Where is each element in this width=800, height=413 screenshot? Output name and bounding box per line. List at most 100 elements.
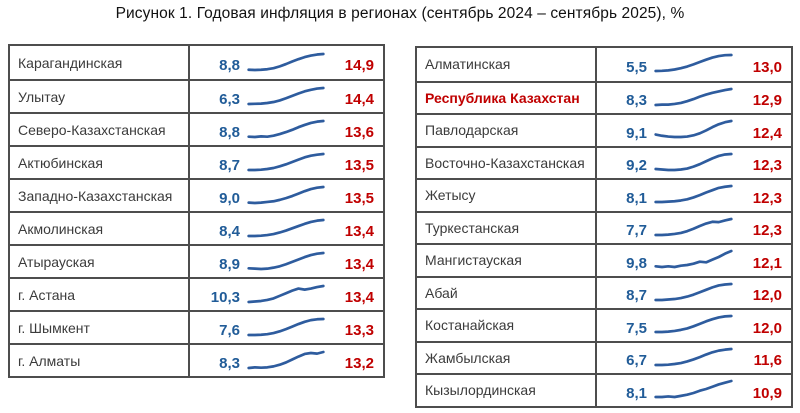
value-cell: 8,4 13,4: [190, 213, 383, 244]
value-cell: 8,1 10,9: [597, 375, 791, 406]
end-value: 13,5: [344, 157, 374, 174]
start-value: 8,9: [219, 256, 240, 273]
value-cell: 7,5 12,0: [597, 310, 791, 341]
start-value: 8,4: [219, 223, 240, 240]
table-row: г. Шымкент 7,6 13,3: [10, 310, 383, 343]
region-name: г. Алматы: [10, 345, 190, 376]
table-row: Туркестанская 7,7 12,3: [417, 210, 791, 244]
start-value: 9,0: [219, 190, 240, 207]
end-value: 12,0: [752, 319, 782, 337]
table-row: Северо-Казахстанская 8,8 13,6: [10, 112, 383, 145]
region-name: Жамбылская: [417, 342, 597, 373]
region-name: Акмолинская: [10, 213, 190, 244]
end-value: 13,0: [752, 58, 782, 76]
start-value: 6,3: [219, 91, 240, 108]
start-value: 8,7: [219, 157, 240, 174]
trend-sparkline: [654, 346, 733, 368]
value-cell: 7,7 12,3: [597, 213, 791, 244]
value-cell: 8,8 14,9: [190, 46, 383, 79]
table-row: Западно-Казахстанская 9,0 13,5: [10, 178, 383, 211]
value-cell: 8,3 13,2: [190, 345, 383, 376]
region-name: Алматинская: [417, 48, 597, 81]
trend-sparkline: [654, 248, 733, 270]
region-table-left: Карагандинская 8,8 14,9 Улытау 6,3 14,4 Северо…: [8, 44, 385, 378]
table-row: Абай 8,7 12,0: [417, 275, 791, 309]
table-row: Мангистауская 9,8 12,1: [417, 243, 791, 276]
table-row: Акмолинская 8,4 13,4: [10, 211, 383, 244]
region-name: г. Астана: [10, 279, 190, 310]
end-value: 12,0: [752, 287, 782, 305]
value-cell: 9,2 12,3: [597, 148, 791, 179]
end-value: 13,4: [344, 289, 374, 306]
table-row: Актюбинская 8,7 13,5: [10, 145, 383, 178]
trend-sparkline: [247, 217, 325, 239]
region-name: Абай: [417, 277, 597, 308]
start-value: 7,7: [626, 222, 647, 240]
value-cell: 6,7 11,6: [597, 343, 791, 374]
value-cell: 6,3 14,4: [190, 81, 383, 112]
end-value: 13,2: [344, 355, 374, 372]
start-value: 6,7: [626, 352, 647, 370]
end-value: 12,4: [752, 124, 782, 142]
region-name: Жетысу: [417, 180, 597, 211]
start-value: 9,2: [626, 157, 647, 175]
region-name: Туркестанская: [417, 212, 597, 243]
end-value: 13,3: [344, 322, 374, 339]
table-row: Павлодарская 9,1 12,4: [417, 113, 791, 146]
table-row: Кызылординская 8,1 10,9: [417, 373, 791, 406]
figure-title: Рисунок 1. Годовая инфляция в регионах (…: [115, 5, 685, 22]
table-row: Улытау 6,3 14,4: [10, 79, 383, 112]
value-cell: 8,1 12,3: [597, 180, 791, 211]
trend-sparkline: [654, 378, 733, 400]
trend-sparkline: [654, 313, 733, 335]
trend-sparkline: [247, 250, 325, 272]
table-row: Алматинская 5,5 13,0: [417, 48, 791, 81]
start-value: 7,5: [626, 319, 647, 337]
value-cell: 9,0 13,5: [190, 180, 383, 211]
table-row: Атырауская 8,9 13,4: [10, 244, 383, 277]
end-value: 14,9: [344, 57, 374, 74]
value-cell: 7,6 13,3: [190, 312, 383, 343]
end-value: 13,4: [344, 256, 374, 273]
end-value: 12,3: [752, 157, 782, 175]
trend-sparkline: [654, 118, 733, 140]
trend-sparkline: [654, 52, 733, 74]
end-value: 12,3: [752, 222, 782, 240]
start-value: 8,1: [626, 384, 647, 402]
start-value: 8,1: [626, 189, 647, 207]
value-cell: 5,5 13,0: [597, 48, 791, 81]
start-value: 9,1: [626, 124, 647, 142]
region-table-right: Алматинская 5,5 13,0 Республика Казахстан 8,…: [415, 46, 793, 408]
start-value: 10,3: [210, 289, 240, 306]
region-name: Северо-Казахстанская: [10, 114, 190, 145]
region-name: Актюбинская: [10, 147, 190, 178]
region-name: Павлодарская: [417, 115, 597, 146]
value-cell: 8,3 12,9: [597, 83, 791, 114]
value-cell: 9,8 12,1: [597, 245, 791, 276]
trend-sparkline: [247, 118, 325, 140]
end-value: 11,6: [753, 352, 782, 370]
start-value: 8,8: [219, 124, 240, 141]
start-value: 8,7: [626, 287, 647, 305]
end-value: 12,1: [752, 254, 782, 272]
start-value: 5,5: [626, 58, 647, 76]
region-name: Мангистауская: [417, 245, 597, 276]
region-name: Карагандинская: [10, 46, 190, 79]
end-value: 13,4: [344, 223, 374, 240]
trend-sparkline: [654, 86, 733, 108]
region-name: Костанайская: [417, 310, 597, 341]
region-name: Кызылординская: [417, 375, 597, 406]
end-value: 10,9: [752, 384, 782, 402]
table-row: Восточно-Казахстанская 9,2 12,3: [417, 145, 791, 179]
trend-sparkline: [654, 216, 733, 238]
table-row: г. Астана 10,3 13,4: [10, 277, 383, 310]
region-name: Улытау: [10, 81, 190, 112]
start-value: 8,3: [626, 92, 647, 110]
trend-sparkline: [247, 184, 325, 206]
trend-sparkline: [247, 349, 325, 371]
start-value: 7,6: [219, 322, 240, 339]
trend-sparkline: [654, 151, 733, 173]
start-value: 8,8: [219, 57, 240, 74]
value-cell: 8,7 12,0: [597, 278, 791, 309]
